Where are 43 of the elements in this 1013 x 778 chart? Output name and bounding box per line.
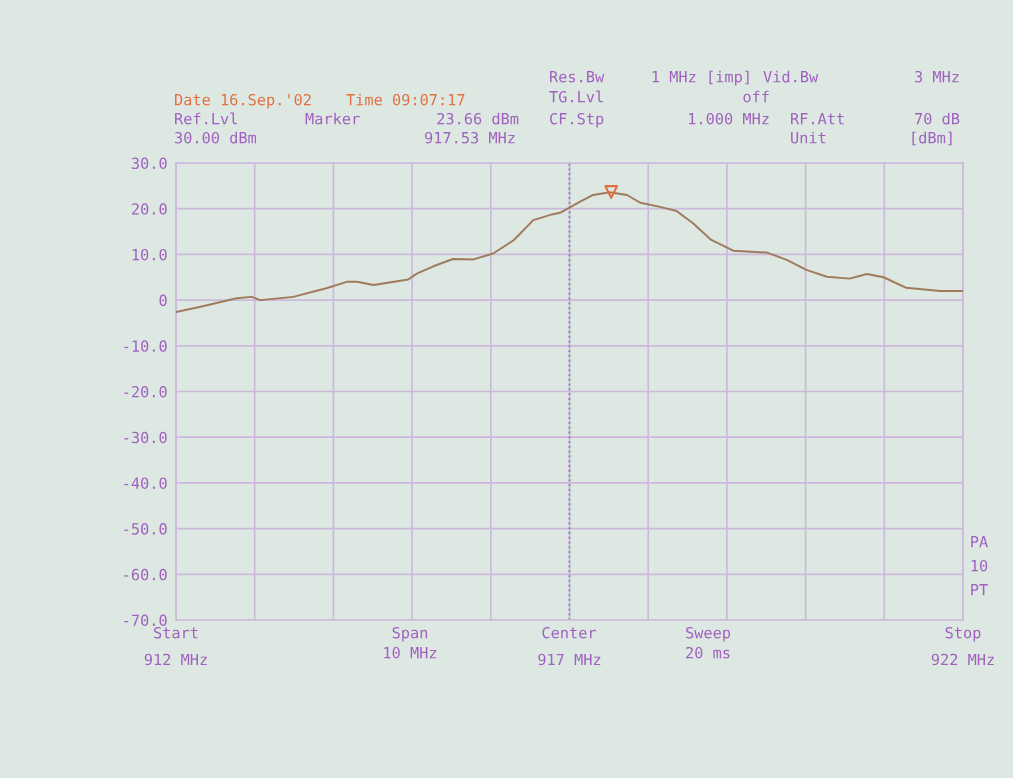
text: Ref.Lvl [175, 112, 237, 125]
y-tick-label: -30.0 [124, 431, 167, 444]
text: 10 [971, 559, 988, 572]
text: Stop [945, 626, 981, 642]
text: PA [971, 536, 988, 548]
y-tick-label: -20.0 [124, 386, 167, 398]
text: 23.66 dBm [437, 112, 519, 125]
y-tick-label: 20.0 [132, 203, 167, 215]
text: Marker [305, 112, 360, 125]
text: Unit [791, 131, 826, 144]
text: CF.Stp [550, 112, 604, 128]
y-tick-label: -50.0 [124, 523, 167, 535]
text: 917.53 MHz [424, 131, 515, 144]
text: Sweep [686, 626, 731, 642]
text: Start [154, 626, 198, 639]
y-tick-label: -70.0 [124, 614, 167, 627]
text: 1.000 MHz [689, 112, 769, 125]
text: TG.Lvl [549, 90, 603, 103]
x-tick-label: 917 MHz [538, 653, 601, 666]
text: Center [542, 626, 597, 639]
text: RF.Att [791, 113, 844, 125]
text: Date 16.Sep.'02 [175, 93, 311, 109]
text: Res.Bw [550, 71, 605, 83]
text: Time 09:07:17 [346, 93, 465, 106]
text: 10 MHz [384, 646, 437, 659]
x-tick-label: 922 MHz [931, 653, 994, 666]
y-tick-label: 30.0 [131, 157, 167, 170]
y-tick-label: 10.0 [132, 248, 167, 261]
text: 20 ms [686, 646, 730, 659]
y-tick-label: 0 [159, 294, 167, 307]
y-tick-label: -10.0 [124, 340, 167, 352]
text: [dBm] [912, 131, 952, 146]
text: 30.00 dBm [175, 131, 257, 144]
text: 70 dB [915, 112, 960, 125]
text: Vid.Bw [763, 70, 819, 83]
text: Span [392, 626, 428, 642]
y-tick-label: -60.0 [124, 568, 167, 581]
text: PT [971, 584, 988, 596]
text: 1 MHz [imp] [652, 70, 749, 86]
text: off [743, 90, 769, 103]
y-tick-label: -40.0 [124, 477, 167, 489]
x-tick-label: 912 MHz [144, 653, 207, 666]
text: 3 MHz [915, 70, 959, 83]
